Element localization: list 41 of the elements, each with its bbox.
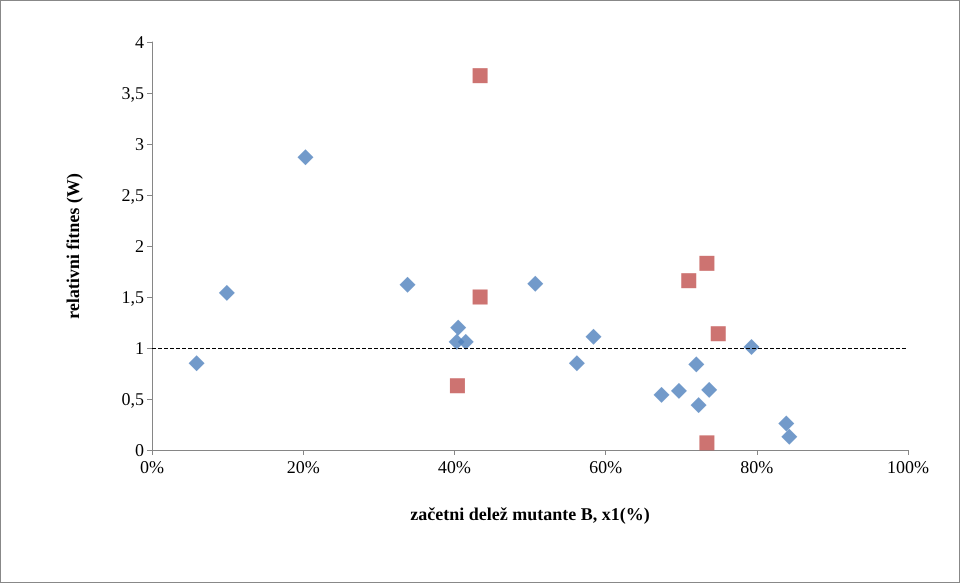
- y-tick-label: 0,5: [122, 389, 144, 409]
- point: [681, 273, 696, 288]
- point: [586, 328, 602, 345]
- point: [701, 382, 718, 398]
- x-axis-title: začetni delež mutante B, x1(%): [410, 504, 650, 524]
- x-tick-label: 40%: [438, 457, 471, 477]
- point: [472, 290, 488, 304]
- point: [710, 326, 726, 342]
- point: [781, 428, 798, 445]
- y-tick-label: 2: [135, 236, 144, 256]
- point: [699, 256, 714, 271]
- point: [654, 386, 670, 403]
- y-tick-label: 4: [135, 32, 144, 52]
- y-tick-label: 3,5: [122, 83, 144, 103]
- point: [699, 435, 714, 450]
- y-tick-label: 3: [135, 134, 144, 154]
- y-axis-title: relativni fitnes (W): [63, 173, 83, 319]
- point: [400, 276, 416, 293]
- point: [744, 338, 760, 355]
- point: [450, 320, 466, 336]
- x-tick-label: 100%: [887, 457, 929, 477]
- point: [670, 382, 687, 399]
- point: [690, 397, 707, 414]
- y-tick-label: 1,5: [122, 287, 144, 307]
- point: [218, 284, 235, 301]
- x-tick-label: 0%: [140, 457, 164, 477]
- point: [297, 149, 314, 166]
- y-tick-label: 0: [135, 440, 144, 460]
- point: [188, 355, 205, 372]
- point: [568, 355, 585, 372]
- point: [778, 415, 794, 432]
- x-tick-label: 20%: [286, 457, 320, 477]
- x-tick-label: 80%: [740, 457, 774, 477]
- point: [527, 276, 544, 292]
- y-tick-label: 2,5: [122, 185, 144, 205]
- y-tick-label: 1: [135, 338, 144, 358]
- point: [450, 378, 465, 394]
- point: [472, 68, 488, 84]
- point: [458, 334, 474, 350]
- x-tick-label: 60%: [589, 457, 622, 477]
- point: [688, 356, 704, 372]
